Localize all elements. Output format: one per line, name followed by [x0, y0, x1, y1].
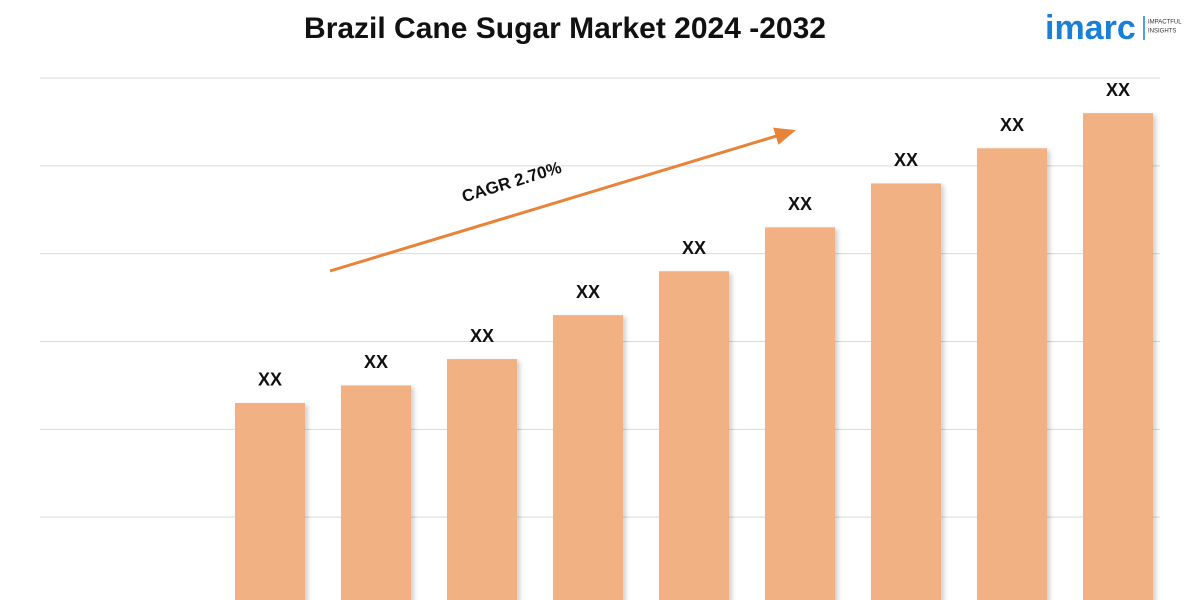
bar: [1083, 113, 1153, 600]
data-label: XX: [364, 352, 388, 372]
logo-brand: imarc: [1045, 9, 1136, 47]
bar: [977, 148, 1047, 600]
bar: [765, 227, 835, 600]
data-label: XX: [1106, 80, 1130, 100]
logo: imarc IMPACTFUL INSIGHTS: [1045, 9, 1182, 47]
bar: [235, 402, 305, 600]
bar: [341, 385, 411, 600]
data-label: XX: [258, 370, 282, 390]
data-label: XX: [470, 326, 494, 346]
bar: [553, 315, 623, 600]
chart-title: Brazil Cane Sugar Market 2024 -2032: [304, 12, 826, 45]
data-label: XX: [894, 150, 918, 170]
logo-tagline: IMPACTFUL: [1148, 20, 1182, 26]
data-label: XX: [788, 194, 812, 214]
data-label: XX: [576, 282, 600, 302]
data-label: XX: [682, 238, 706, 258]
bar: [659, 271, 729, 600]
cagr-annotation: CAGR 2.70%: [460, 158, 564, 206]
data-label: XX: [1000, 115, 1024, 135]
trend-arrow: [329, 127, 796, 273]
bar: [447, 359, 517, 600]
bar: [871, 183, 941, 600]
logo-tagline: INSIGHTS: [1148, 29, 1176, 35]
